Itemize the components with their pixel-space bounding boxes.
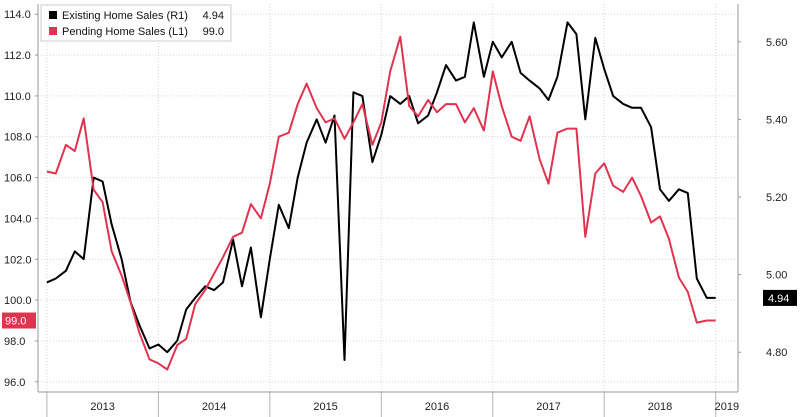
legend-swatch-pending [49,27,57,35]
right-tick-label: 5.60 [766,37,787,49]
right-tick-label: 5.20 [766,192,787,204]
pending-last-value-text: 99.0 [5,316,26,328]
x-tick-label: 2018 [648,401,672,413]
legend-label-existing: Existing Home Sales (R1) [62,10,188,22]
left-tick-label: 106.0 [4,173,32,185]
existing-last-value-badge [763,289,797,306]
legend-swatch-existing [49,11,57,19]
left-tick-label: 96.0 [4,377,25,389]
pending-last-value-badge [2,312,36,329]
left-tick-label: 100.0 [4,295,32,307]
axes: 96.0 98.0 100.0 102.0 104.0 106.0 108.0 110.0 11… [4,4,787,417]
left-tick-label: 114.0 [4,9,31,21]
x-tick-label: 2017 [536,401,560,413]
left-tick-label: 104.0 [4,213,32,225]
legend-label-pending: Pending Home Sales (L1) [62,26,188,38]
legend-value-existing: 4.94 [203,10,224,22]
left-tick-label: 108.0 [4,132,32,144]
x-tick-label: 2013 [90,401,114,413]
series-line-existing-home-sales [46,21,716,361]
series-line-pending-home-sales [46,35,716,371]
legend-box [40,4,232,42]
legend-value-pending: 99.0 [203,26,224,38]
x-tick-label: 2016 [425,401,449,413]
left-tick-label: 112.0 [4,50,31,62]
right-tick-label: 4.80 [766,347,787,359]
value-badges: 4.94 99.0 [2,289,797,329]
x-tick-label: 2014 [202,401,226,413]
legend: Existing Home Sales (R1) 4.94 Pending Ho… [40,4,232,42]
left-tick-label: 110.0 [4,91,31,103]
right-tick-label: 5.00 [766,270,787,282]
x-tick-label: 2019 [715,401,739,413]
left-tick-label: 102.0 [4,254,32,266]
left-tick-label: 98.0 [4,336,25,348]
x-tick-label: 2015 [313,401,337,413]
existing-last-value-text: 4.94 [768,293,789,305]
right-tick-label: 5.40 [766,114,787,126]
series-layer [46,21,716,371]
